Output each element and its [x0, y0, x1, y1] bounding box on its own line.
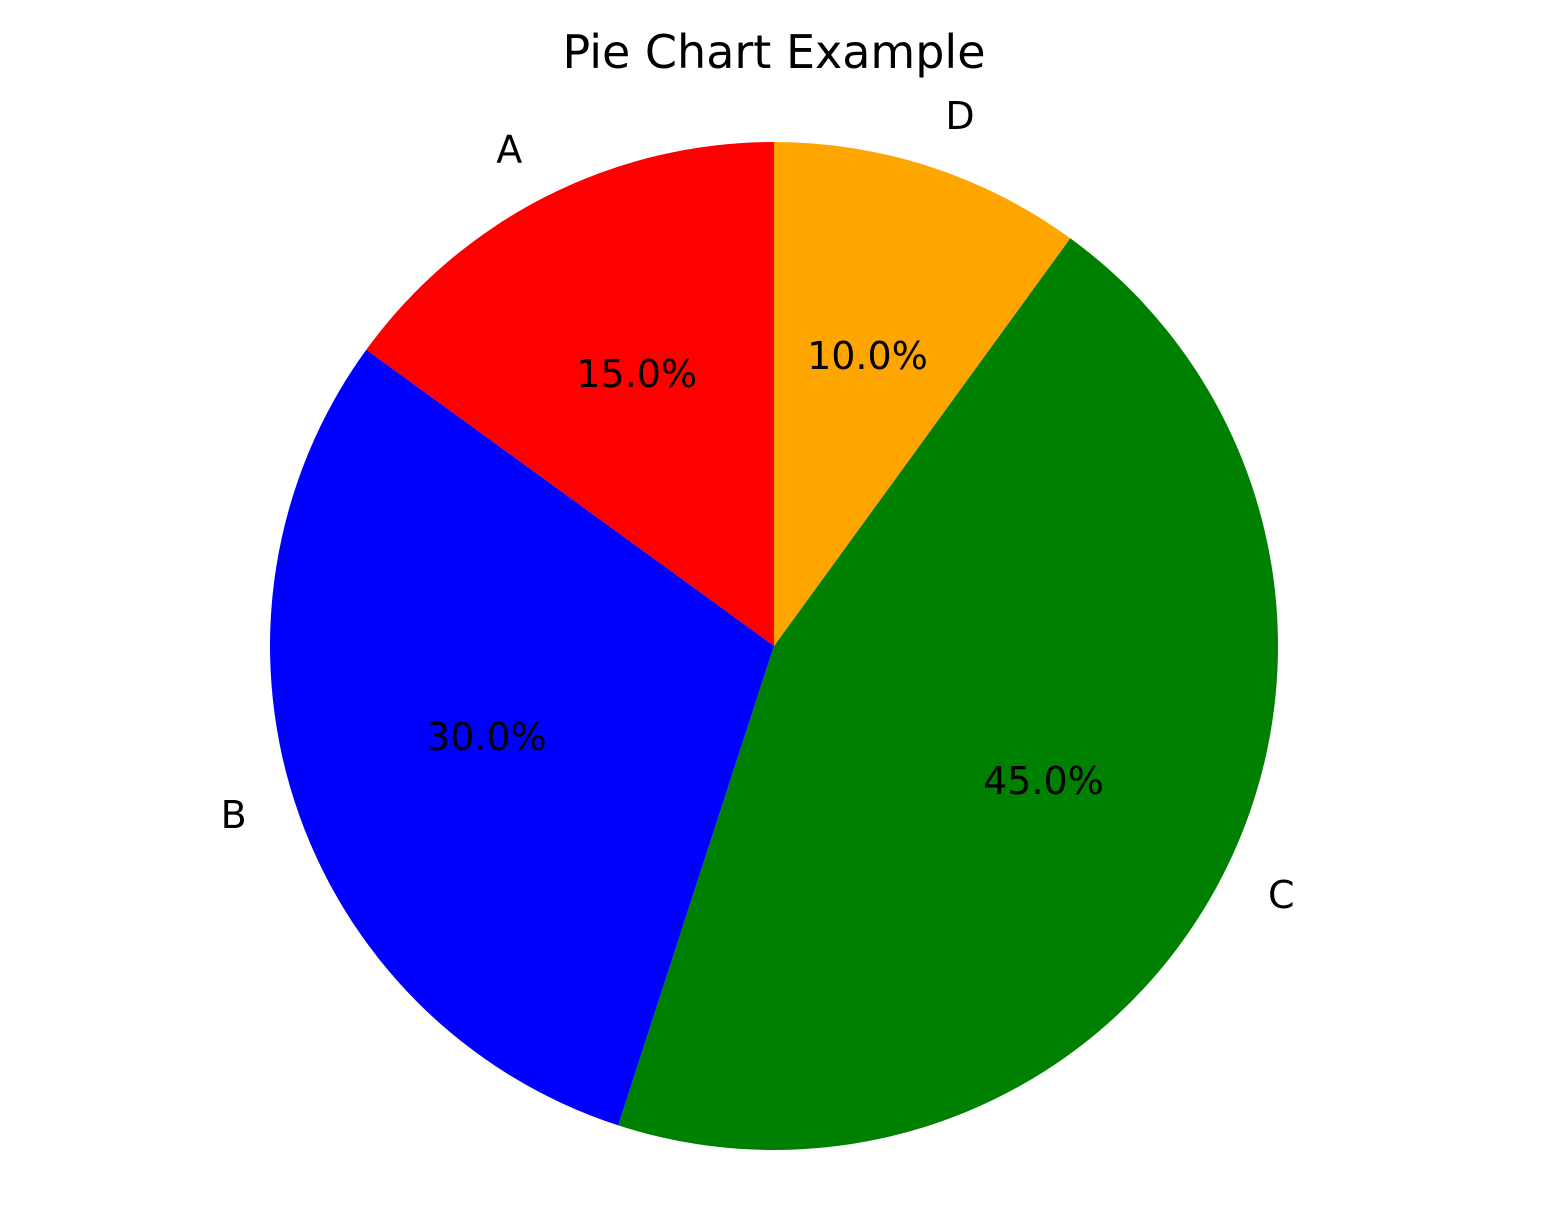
chart-title: Pie Chart Example: [562, 25, 985, 79]
pct-label-c: 45.0%: [983, 759, 1104, 803]
pie-slice-b: [270, 349, 774, 1126]
pct-label-d: 10.0%: [807, 334, 928, 378]
pct-label-a: 15.0%: [576, 352, 697, 396]
slice-label-a: A: [496, 128, 522, 172]
slice-label-c: C: [1268, 873, 1295, 917]
pie-slice-d: [774, 142, 1071, 646]
pct-label-b: 30.0%: [426, 715, 547, 759]
pie-slices: [270, 142, 1279, 1150]
pie-slice-c: [618, 238, 1279, 1150]
slice-label-b: B: [221, 793, 247, 837]
slice-label-d: D: [945, 94, 974, 138]
pie-labels: A 15.0% B 30.0% C 45.0% D 10.0%: [221, 94, 1295, 917]
pie-slice-a: [366, 142, 774, 646]
